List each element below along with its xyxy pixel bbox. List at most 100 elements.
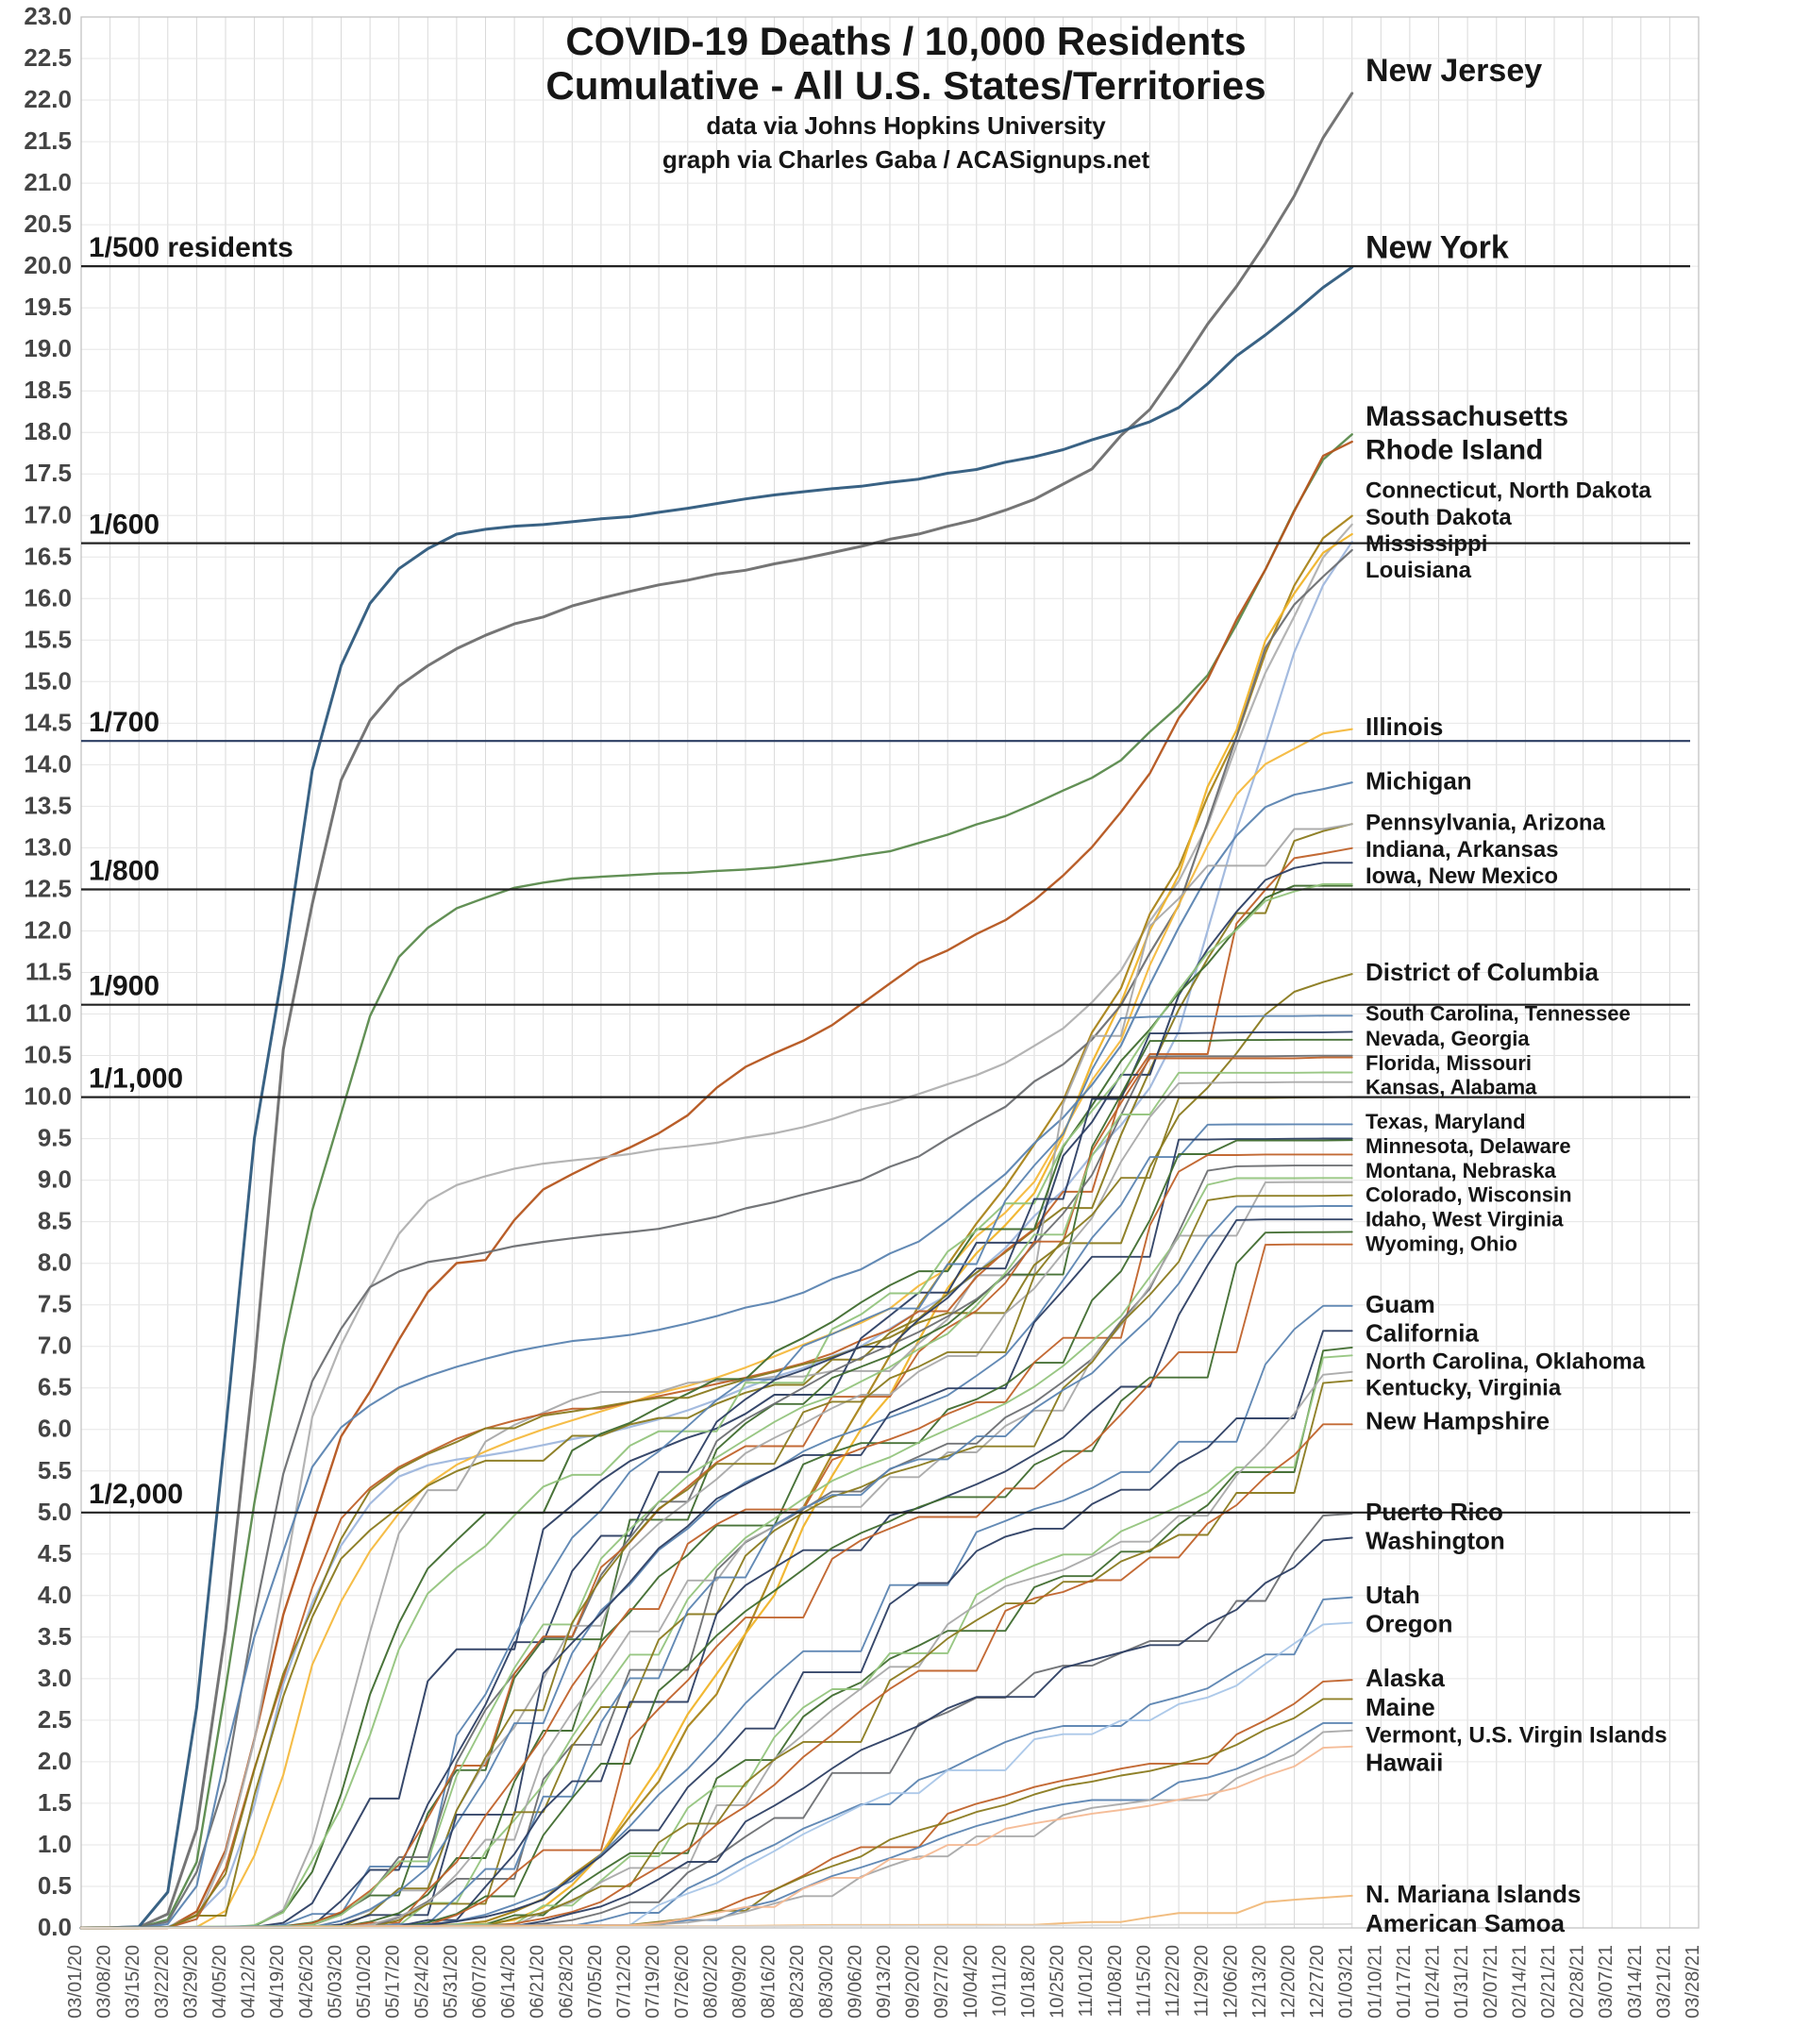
svg-text:04/05/20: 04/05/20: [209, 1945, 230, 2019]
svg-text:0.5: 0.5: [38, 1871, 72, 1900]
svg-text:Puerto Rico: Puerto Rico: [1366, 1498, 1503, 1526]
svg-text:Alaska: Alaska: [1366, 1664, 1445, 1692]
svg-text:South Dakota: South Dakota: [1366, 505, 1512, 530]
svg-text:09/13/20: 09/13/20: [874, 1945, 895, 2019]
svg-text:09/20/20: 09/20/20: [903, 1945, 924, 2019]
svg-text:graph via Charles Gaba / ACASi: graph via Charles Gaba / ACASignups.net: [662, 145, 1150, 174]
svg-text:Illinois: Illinois: [1366, 712, 1443, 741]
svg-text:2.0: 2.0: [38, 1747, 72, 1775]
svg-text:North Carolina, Oklahoma: North Carolina, Oklahoma: [1366, 1349, 1646, 1374]
svg-text:1/500 residents: 1/500 residents: [89, 232, 293, 263]
svg-text:05/10/20: 05/10/20: [354, 1945, 375, 2019]
svg-text:07/05/20: 07/05/20: [585, 1945, 606, 2019]
svg-text:14.0: 14.0: [24, 749, 72, 778]
svg-text:07/26/20: 07/26/20: [672, 1945, 693, 2019]
svg-text:Kentucky, Virginia: Kentucky, Virginia: [1366, 1376, 1562, 1401]
svg-text:Maine: Maine: [1366, 1693, 1435, 1721]
svg-text:Montana, Nebraska: Montana, Nebraska: [1366, 1159, 1556, 1182]
svg-text:08/09/20: 08/09/20: [729, 1945, 750, 2019]
svg-text:12.0: 12.0: [24, 916, 72, 945]
svg-text:8.0: 8.0: [38, 1248, 72, 1277]
svg-text:06/07/20: 06/07/20: [470, 1945, 491, 2019]
svg-text:10/04/20: 10/04/20: [961, 1945, 981, 2019]
svg-text:03/01/20: 03/01/20: [65, 1945, 86, 2019]
svg-text:17.5: 17.5: [24, 459, 72, 487]
svg-text:2.5: 2.5: [38, 1705, 72, 1734]
svg-text:Kansas, Alabama: Kansas, Alabama: [1366, 1076, 1537, 1099]
svg-text:01/10/21: 01/10/21: [1365, 1945, 1385, 2019]
svg-text:20.5: 20.5: [24, 209, 72, 238]
svg-text:4.0: 4.0: [38, 1581, 72, 1609]
svg-text:California: California: [1366, 1319, 1479, 1348]
svg-text:02/14/21: 02/14/21: [1509, 1945, 1530, 2019]
svg-text:03/22/20: 03/22/20: [152, 1945, 173, 2019]
svg-text:Cumulative - All U.S. States/T: Cumulative - All U.S. States/Territories: [545, 63, 1265, 108]
svg-text:COVID-19 Deaths / 10,000 Resid: COVID-19 Deaths / 10,000 Residents: [565, 19, 1246, 63]
svg-text:06/14/20: 06/14/20: [498, 1945, 519, 2019]
svg-text:Colorado, Wisconsin: Colorado, Wisconsin: [1366, 1183, 1572, 1207]
svg-text:6.0: 6.0: [38, 1415, 72, 1443]
svg-text:03/14/21: 03/14/21: [1625, 1945, 1646, 2019]
svg-text:03/21/21: 03/21/21: [1653, 1945, 1674, 2019]
svg-text:5.5: 5.5: [38, 1456, 72, 1484]
svg-text:Nevada, Georgia: Nevada, Georgia: [1366, 1027, 1530, 1050]
svg-text:11.5: 11.5: [25, 958, 72, 986]
svg-text:18.0: 18.0: [24, 417, 72, 445]
svg-text:17.0: 17.0: [24, 500, 72, 528]
svg-text:12/27/20: 12/27/20: [1307, 1945, 1328, 2019]
svg-text:01/17/21: 01/17/21: [1394, 1945, 1415, 2019]
svg-text:03/08/20: 03/08/20: [94, 1945, 115, 2019]
svg-text:9.5: 9.5: [38, 1124, 72, 1152]
svg-text:1/600: 1/600: [89, 510, 159, 541]
svg-text:03/15/20: 03/15/20: [123, 1945, 143, 2019]
svg-text:Louisiana: Louisiana: [1366, 558, 1472, 583]
svg-text:Connecticut, North Dakota: Connecticut, North Dakota: [1366, 478, 1651, 504]
svg-text:15.0: 15.0: [24, 666, 72, 695]
svg-text:21.0: 21.0: [24, 168, 72, 196]
svg-text:07/12/20: 07/12/20: [614, 1945, 635, 2019]
svg-text:Pennsylvania, Arizona: Pennsylvania, Arizona: [1366, 811, 1606, 836]
svg-text:New Hampshire: New Hampshire: [1366, 1406, 1550, 1434]
svg-text:N. Mariana Islands: N. Mariana Islands: [1366, 1880, 1581, 1908]
svg-text:08/30/20: 08/30/20: [816, 1945, 837, 2019]
svg-text:Rhode Island: Rhode Island: [1366, 434, 1543, 465]
svg-text:11/22/20: 11/22/20: [1163, 1945, 1183, 2017]
svg-text:01/31/21: 01/31/21: [1451, 1945, 1472, 2019]
svg-text:23.0: 23.0: [24, 2, 72, 30]
svg-text:Mississippi: Mississippi: [1366, 531, 1487, 557]
svg-text:22.0: 22.0: [24, 85, 72, 113]
svg-text:10.0: 10.0: [24, 1082, 72, 1111]
svg-text:06/28/20: 06/28/20: [556, 1945, 577, 2019]
svg-text:03/29/20: 03/29/20: [180, 1945, 201, 2019]
svg-text:Guam: Guam: [1366, 1290, 1435, 1318]
svg-text:Idaho, West Virginia: Idaho, West Virginia: [1366, 1208, 1564, 1231]
svg-text:New York: New York: [1366, 230, 1509, 266]
svg-text:06/21/20: 06/21/20: [528, 1945, 548, 2019]
svg-text:12/20/20: 12/20/20: [1279, 1945, 1299, 2019]
svg-text:14.5: 14.5: [24, 708, 72, 736]
svg-text:05/24/20: 05/24/20: [411, 1945, 432, 2019]
svg-text:02/21/21: 02/21/21: [1538, 1945, 1559, 2019]
svg-text:16.0: 16.0: [24, 583, 72, 612]
svg-text:20.0: 20.0: [24, 251, 72, 279]
svg-text:9.0: 9.0: [38, 1165, 72, 1194]
svg-text:Texas, Maryland: Texas, Maryland: [1366, 1110, 1526, 1133]
svg-text:19.0: 19.0: [24, 334, 72, 362]
svg-text:Washington: Washington: [1366, 1527, 1505, 1555]
svg-text:Iowa, New Mexico: Iowa, New Mexico: [1366, 863, 1558, 889]
svg-text:3.5: 3.5: [38, 1622, 72, 1650]
svg-text:05/17/20: 05/17/20: [383, 1945, 404, 2019]
svg-text:09/27/20: 09/27/20: [931, 1945, 952, 2019]
svg-text:04/26/20: 04/26/20: [296, 1945, 317, 2019]
svg-text:13.5: 13.5: [24, 791, 72, 819]
svg-text:15.5: 15.5: [24, 625, 72, 653]
svg-text:American Samoa: American Samoa: [1366, 1909, 1566, 1937]
svg-text:01/24/21: 01/24/21: [1423, 1945, 1444, 2019]
svg-text:8.5: 8.5: [38, 1207, 72, 1235]
svg-text:10/11/20: 10/11/20: [989, 1945, 1010, 2017]
svg-text:1.5: 1.5: [38, 1788, 72, 1817]
svg-text:11.0: 11.0: [25, 999, 72, 1028]
svg-text:7.0: 7.0: [38, 1332, 72, 1360]
svg-text:South Carolina, Tennessee: South Carolina, Tennessee: [1366, 1002, 1631, 1026]
svg-text:12.5: 12.5: [24, 875, 72, 903]
